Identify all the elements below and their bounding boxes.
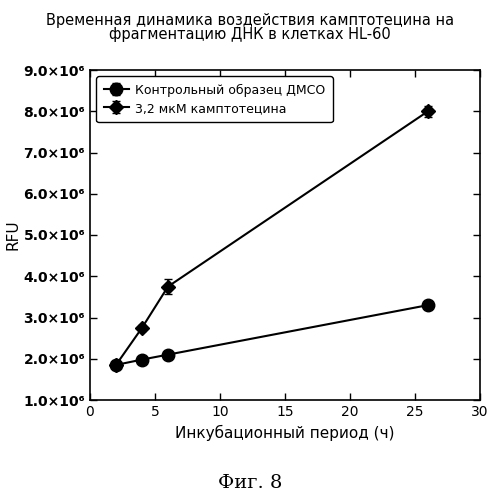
Text: Временная динамика воздействия камптотецина на: Временная динамика воздействия камптотец… (46, 12, 454, 28)
Legend: Контрольный образец ДМСО, 3,2 мкМ камптотецина: Контрольный образец ДМСО, 3,2 мкМ кампто… (96, 76, 333, 122)
X-axis label: Инкубационный период (ч): Инкубационный период (ч) (176, 424, 395, 440)
Text: фрагментацию ДНК в клетках HL-60: фрагментацию ДНК в клетках HL-60 (109, 28, 391, 42)
Text: Фиг. 8: Фиг. 8 (218, 474, 282, 492)
Y-axis label: RFU: RFU (6, 220, 20, 250)
